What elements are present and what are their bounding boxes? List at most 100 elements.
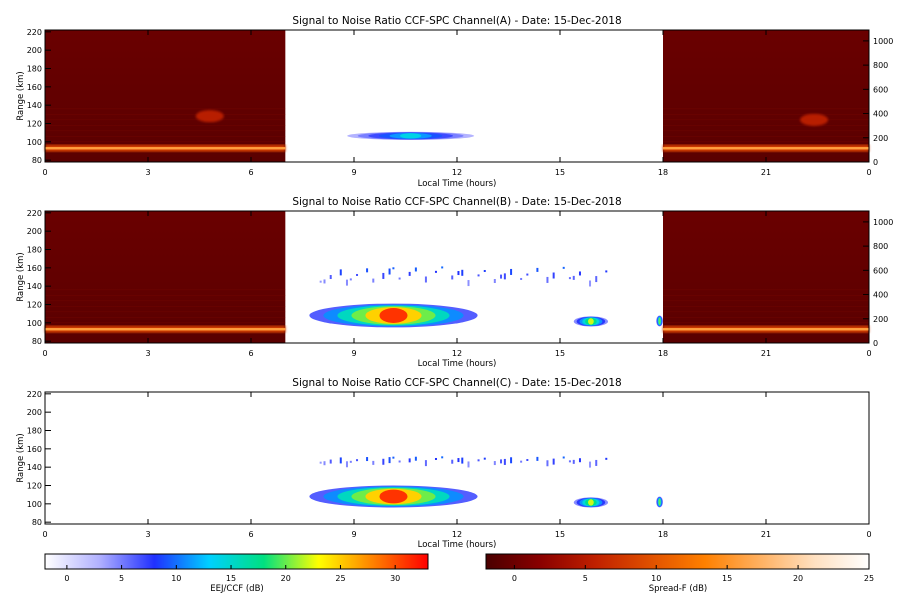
y-tick-label: 100 [27,500,42,509]
panel-c: Signal to Noise Ratio CCF-SPC Channel(C)… [16,377,872,550]
night-block [45,30,286,162]
y-tick-label: 180 [27,427,42,436]
x-tick-label: 3 [145,168,150,177]
colorbar-eej-gradient [44,553,429,570]
scatter-echo [323,279,326,284]
scatter-echo [457,458,460,463]
colorbar-spread-f-gradient [485,553,870,570]
scatter-echo [372,460,375,465]
panel-a: Signal to Noise Ratio CCF-SPC Channel(A)… [16,15,893,189]
y-axis-label: Range (km) [16,433,26,482]
scatter-echo [356,459,359,462]
scatter-echo [461,269,464,276]
x-axis-ticks: 0 3 6 9 12 15 18 21 0 [42,30,872,177]
right-tick-label: 600 [873,266,888,275]
scatter-echo [520,277,523,280]
x-tick-label: 6 [248,349,253,358]
x-tick-label: 12 [452,530,462,539]
y-tick-label: 140 [27,463,42,472]
scatter-echo [536,267,539,272]
scatter-echo [467,280,470,287]
scatter-echo [510,268,513,275]
scatter-echo [503,458,506,465]
right-tick-label: 1000 [873,218,893,227]
scatter-echo [552,272,555,279]
sporadic-e-layer-core [45,328,286,331]
scatter-echo [392,456,395,459]
scatter-echo [329,275,332,280]
colorbar-eej-label: EEJ/CCF (dB) [210,584,263,594]
scatter-echo [546,460,549,467]
right-tick-label: 400 [873,291,888,300]
scatter-echo [526,273,529,276]
x-tick-label: 0 [866,530,871,539]
scatter-echo [441,456,444,459]
scatter-echo [568,460,571,463]
scatter-echo [388,457,391,464]
colorbar-tick-label: 0 [64,574,69,583]
scatter-echo [572,459,575,464]
y-tick-label: 160 [27,264,42,273]
x-tick-label: 3 [145,530,150,539]
scatter-echo [434,270,437,273]
scatter-echo [595,459,598,466]
scatter-echo [414,267,417,272]
colorbar-spread-f: 0 5 10 15 20 25 Spread-F (dB) [485,553,874,594]
x-tick-label: 12 [452,168,462,177]
scatter-echo [323,461,326,466]
scatter-echo [329,459,332,464]
scatter-echo [477,459,480,462]
scatter-echo [424,276,427,283]
x-axis-ticks: 0 3 6 9 12 15 18 21 0 [42,392,872,539]
scatter-echo [503,273,506,280]
scatter-echo [434,457,437,460]
y-axis-label: Range (km) [16,252,26,301]
scatter-echo [339,457,342,464]
scatter-echo [546,276,549,283]
y-tick-label: 80 [32,337,42,346]
x-tick-label: 18 [658,168,668,177]
heatmap [45,211,869,343]
y-tick-label: 160 [27,445,42,454]
scatter-echo [392,267,395,270]
right-tick-label: 600 [873,85,888,94]
scatter-echo [319,461,322,464]
right-tick-label: 800 [873,61,888,70]
scatter-echo [339,269,342,276]
y-tick-label: 200 [27,227,42,236]
scatter-echo [536,456,539,461]
y-tick-label: 120 [27,482,42,491]
right-axis-ticks: 0 200 400 600 800 1000 [863,218,893,348]
colorbar-tick-label: 0 [512,574,517,583]
x-tick-label: 0 [42,530,47,539]
scatter-echo [467,461,470,468]
scatter-echo [451,275,454,280]
y-tick-label: 200 [27,46,42,55]
scatter-echo [382,458,385,465]
colorbar-eej-ticks: 0 5 10 15 20 25 30 [64,565,400,583]
heatmap [45,30,869,162]
scatter-echo [414,456,417,461]
x-tick-label: 0 [42,168,47,177]
scatter-echo [398,277,401,280]
x-tick-label: 15 [555,530,565,539]
right-tick-label: 0 [873,158,878,167]
spread-f-spot [195,110,224,123]
right-tick-label: 200 [873,315,888,324]
scatter-echo [526,458,529,461]
x-tick-label: 21 [761,530,771,539]
sporadic-e-layer-core [663,147,869,150]
scatter-echo [349,278,352,281]
scatter-echo [589,461,592,468]
right-tick-label: 400 [873,110,888,119]
scatter-echo [398,460,401,463]
scatter-echo [319,280,322,283]
scatter-echo [457,271,460,276]
y-tick-label: 220 [27,28,42,37]
panel-title: Signal to Noise Ratio CCF-SPC Channel(A)… [292,15,621,27]
x-tick-label: 0 [866,168,871,177]
panel-title: Signal to Noise Ratio CCF-SPC Channel(B)… [292,196,621,208]
y-tick-label: 160 [27,83,42,92]
scatter-echo [356,273,359,276]
x-axis-label: Local Time (hours) [418,540,497,550]
